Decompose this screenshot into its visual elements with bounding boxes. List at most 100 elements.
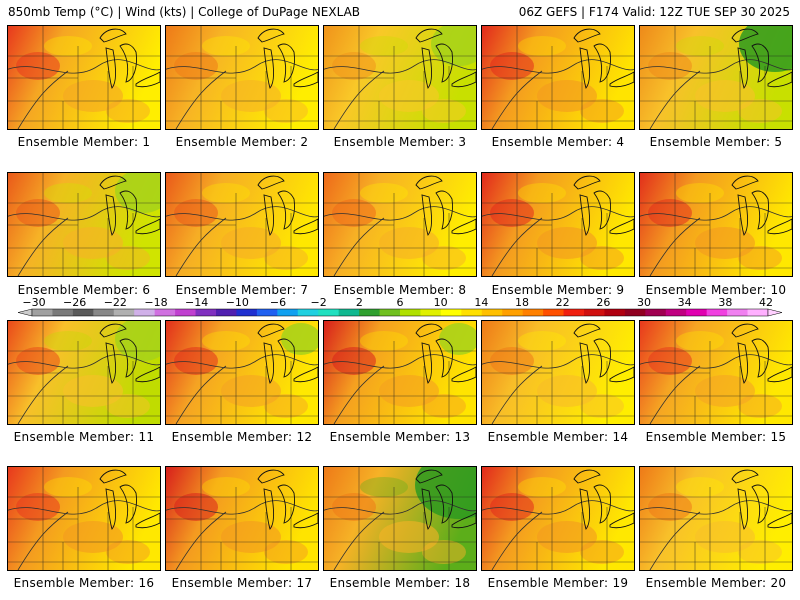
ensemble-map-panel [165, 25, 319, 130]
great-lakes-outline [451, 366, 476, 383]
temperature-contour-blob [44, 331, 92, 351]
colorbar-swatch [175, 309, 197, 316]
ensemble-member-label: Ensemble Member: 12 [171, 430, 313, 444]
great-lakes-outline [593, 338, 611, 378]
colorbar-tick-label: 10 [434, 296, 448, 309]
great-lakes-outline [99, 28, 127, 43]
temperature-contour-blob [16, 347, 60, 375]
temperature-contour-blob [44, 36, 92, 56]
great-lakes-outline [293, 512, 318, 529]
temperature-contour-blob [580, 540, 624, 564]
great-lakes-outline [573, 323, 601, 338]
temperature-map [8, 467, 160, 570]
temperature-contour-blob [490, 347, 534, 375]
temperature-contour-blob [332, 52, 376, 80]
ensemble-member-label: Ensemble Member: 20 [645, 576, 787, 590]
temperature-contour-blob [518, 183, 566, 203]
temperature-contour-blob [16, 199, 60, 227]
temperature-contour-blob [422, 540, 466, 564]
colorbar-swatch [359, 309, 381, 316]
ensemble-member-label: Ensemble Member: 14 [487, 430, 629, 444]
ensemble-member-label: Ensemble Member: 11 [13, 430, 155, 444]
temperature-contour-blob [202, 36, 250, 56]
temperature-contour-blob [16, 493, 60, 521]
temperature-contour-blob [422, 99, 466, 123]
temperature-contour-blob [360, 477, 408, 497]
ensemble-member-label: Ensemble Member: 5 [649, 135, 783, 149]
ensemble-map-panel [323, 320, 477, 425]
colorbar-swatch [379, 309, 401, 316]
temperature-contour-blob [738, 246, 782, 270]
colorbar-tick-label: 42 [759, 296, 773, 309]
great-lakes-outline [293, 71, 318, 88]
temperature-map [8, 321, 160, 424]
great-lakes-outline [135, 366, 160, 383]
great-lakes-outline [435, 190, 453, 230]
temperature-contour-blob [106, 246, 150, 270]
great-lakes-outline [119, 190, 137, 230]
ensemble-member-label: Ensemble Member: 6 [17, 283, 151, 297]
great-lakes-outline [451, 218, 476, 235]
colorbar-tick-label: −22 [104, 296, 127, 309]
temperature-map [8, 26, 160, 129]
great-lakes-outline [573, 28, 601, 43]
temperature-contour-blob [174, 52, 218, 80]
great-lakes-outline [609, 218, 634, 235]
great-lakes-outline [751, 43, 769, 83]
temperature-contour-blob [360, 36, 408, 56]
great-lakes-outline [421, 47, 432, 89]
great-lakes-outline [573, 469, 601, 484]
title-left: 850mb Temp (°C) | Wind (kts) | College o… [8, 5, 361, 19]
great-lakes-outline [609, 512, 634, 529]
temperature-contour-blob [16, 52, 60, 80]
temperature-contour-blob [518, 331, 566, 351]
colorbar-swatch [440, 309, 462, 316]
temperature-contour-blob [360, 183, 408, 203]
colorbar-tick-label: 18 [515, 296, 529, 309]
great-lakes-outline [415, 469, 443, 484]
temperature-contour-blob [648, 52, 692, 80]
great-lakes-outline [105, 47, 116, 89]
colorbar-swatch [256, 309, 278, 316]
great-lakes-outline [135, 218, 160, 235]
great-lakes-outline [731, 175, 759, 190]
great-lakes-outline [593, 484, 611, 524]
colorbar-tick-label: 6 [397, 296, 404, 309]
colorbar-tick-label: 26 [596, 296, 610, 309]
colorbar-swatch [216, 309, 237, 316]
ensemble-map-panel [7, 320, 161, 425]
great-lakes-outline [277, 484, 295, 524]
temperature-contour-blob [44, 183, 92, 203]
ensemble-member-label: Ensemble Member: 7 [175, 283, 309, 297]
great-lakes-outline [573, 175, 601, 190]
colorbar-swatch [154, 309, 176, 316]
great-lakes-outline [263, 194, 274, 236]
temperature-contour-blob [580, 394, 624, 418]
colorbar-tick-label: 14 [474, 296, 488, 309]
ensemble-map-panel [165, 320, 319, 425]
temperature-map [166, 467, 318, 570]
great-lakes-outline [609, 366, 634, 383]
temperature-contour-blob [264, 394, 308, 418]
great-lakes-outline [293, 366, 318, 383]
temperature-contour-blob [106, 540, 150, 564]
temperature-map [324, 467, 476, 570]
temperature-contour-blob [580, 99, 624, 123]
colorbar-max-arrow [767, 308, 783, 317]
great-lakes-outline [421, 342, 432, 384]
temperature-contour-blob [648, 199, 692, 227]
ensemble-map-panel [7, 172, 161, 277]
colorbar-swatch [93, 309, 115, 316]
great-lakes-outline [451, 512, 476, 529]
temperature-map [482, 467, 634, 570]
temperature-contour-blob [490, 52, 534, 80]
colorbar-swatch [72, 309, 94, 316]
great-lakes-outline [277, 190, 295, 230]
ensemble-member-label: Ensemble Member: 8 [333, 283, 467, 297]
great-lakes-outline [415, 323, 443, 338]
cool-air-region [439, 323, 476, 355]
ensemble-map-panel [481, 466, 635, 571]
temperature-contour-blob [174, 493, 218, 521]
temperature-contour-blob [738, 540, 782, 564]
ensemble-member-label: Ensemble Member: 2 [175, 135, 309, 149]
